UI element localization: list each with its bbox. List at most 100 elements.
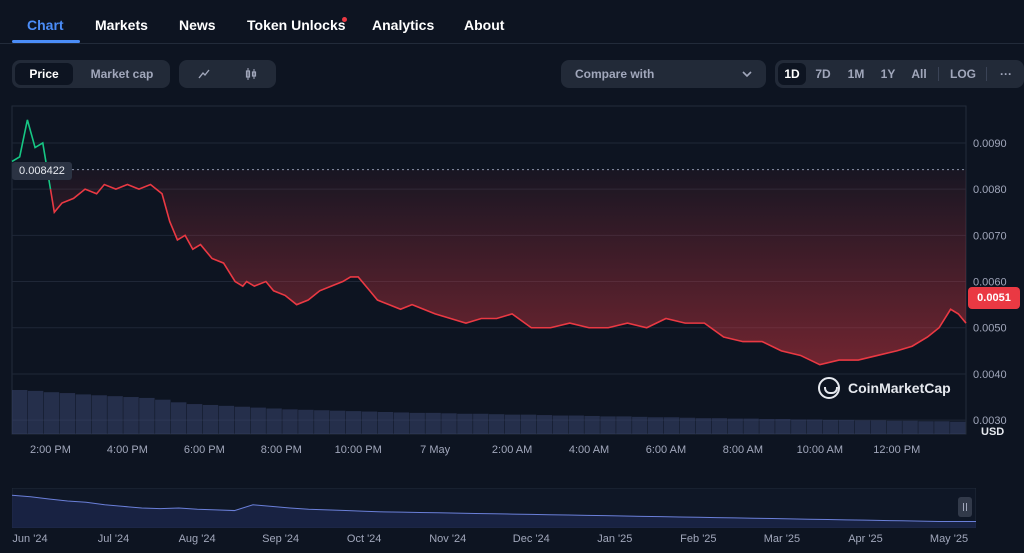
volume-bar (361, 411, 378, 434)
volume-bar (727, 418, 743, 434)
y-tick-label: 0.0040 (973, 369, 1007, 381)
volume-bar (266, 408, 282, 434)
range-log[interactable]: LOG (950, 67, 976, 81)
price-area (50, 169, 966, 365)
volume-bar (393, 412, 409, 434)
range-7d[interactable]: 7D (815, 67, 831, 81)
range-1m[interactable]: 1M (847, 67, 865, 81)
price-line (49, 183, 967, 366)
more-options-button[interactable]: ··· (1000, 67, 1012, 81)
volume-bar (934, 421, 950, 434)
tab-about[interactable]: About (464, 17, 505, 33)
volume-bar (27, 390, 44, 434)
x-tick-label: 12:00 PM (873, 444, 921, 456)
navigator-line (12, 494, 976, 522)
y-tick-label: 0.0070 (973, 230, 1007, 242)
volume-bar (186, 404, 203, 434)
candlestick-button[interactable] (229, 63, 273, 85)
volume-bar (822, 419, 839, 434)
volume-bar (171, 402, 187, 434)
tab-bar: Chart Markets News Token Unlocks Analyti… (0, 0, 1024, 44)
range-1y[interactable]: 1Y (880, 67, 896, 81)
x-tick-label: 4:00 PM (106, 444, 148, 456)
tab-markets[interactable]: Markets (95, 17, 148, 33)
time-range-selector: 1D 7D 1M 1Y All LOG ··· (775, 60, 1024, 88)
reference-price-label: 0.008422 (12, 162, 72, 180)
month-label: Sep '24 (262, 533, 300, 545)
market-cap-button[interactable]: Market cap (90, 67, 154, 81)
y-tick-label: 0.0050 (973, 323, 1007, 335)
compare-label: Compare with (575, 67, 655, 81)
x-tick-label: 6:00 PM (183, 444, 225, 456)
watermark: CoinMarketCap (818, 377, 951, 399)
volume-bar (139, 397, 155, 434)
candlestick-icon (245, 68, 257, 80)
volume-bar (107, 396, 123, 434)
navigator-handle[interactable] (958, 497, 972, 517)
currency-label: USD (981, 426, 1005, 438)
range-1d[interactable]: 1D (778, 63, 806, 85)
volume-bar (679, 417, 696, 434)
volume-bar (520, 414, 537, 434)
volume-bar (775, 419, 791, 434)
price-button[interactable]: Price (15, 63, 73, 85)
volume-bar (695, 418, 712, 434)
volume-bar (330, 410, 346, 434)
volume-bar (489, 414, 505, 434)
price-chart[interactable]: 0.0090 0.0080 0.0070 0.0060 0.0050 0.0040 0.00… (0, 100, 1024, 460)
range-all[interactable]: All (911, 67, 927, 81)
y-tick-label: 0.0030 (973, 415, 1007, 427)
line-chart-button[interactable] (182, 63, 226, 85)
volume-bar (886, 420, 902, 434)
tab-chart[interactable]: Chart (27, 17, 64, 33)
month-label: Mar '25 (763, 533, 801, 545)
navigator-area (12, 495, 976, 528)
current-price-badge: 0.0051 (968, 287, 1020, 309)
tab-analytics[interactable]: Analytics (372, 17, 435, 33)
divider (986, 67, 987, 81)
volume-bar (155, 399, 171, 434)
volume-bar (807, 419, 823, 434)
notification-dot (342, 17, 347, 22)
tab-token-unlocks[interactable]: Token Unlocks (247, 17, 346, 33)
range-navigator[interactable] (12, 488, 976, 528)
coinmarketcap-logo-icon (818, 377, 840, 399)
volume-bar (568, 415, 584, 434)
volume-bar (838, 419, 855, 434)
x-tick-label: 8:00 AM (722, 444, 764, 456)
y-tick-label: 0.0080 (973, 184, 1007, 196)
volume-bar (663, 417, 680, 434)
month-label: Apr '25 (848, 533, 883, 545)
volume-bar (425, 412, 441, 434)
volume-bar (234, 406, 250, 434)
x-tick-label: 2:00 PM (29, 444, 71, 456)
month-label: Dec '24 (512, 533, 550, 545)
x-tick-label: 7 May (420, 444, 451, 456)
volume-bar (950, 421, 966, 434)
volume-bar (441, 413, 457, 434)
volume-bars (12, 390, 966, 434)
volume-bar (282, 409, 298, 434)
volume-bar (218, 405, 235, 434)
month-label: Jul '24 (97, 533, 130, 545)
divider (938, 67, 939, 81)
volume-bar (648, 417, 664, 434)
volume-bar (552, 415, 568, 434)
x-tick-label: 2:00 AM (491, 444, 533, 456)
x-tick-label: 6:00 AM (645, 444, 687, 456)
month-label: Jun '24 (12, 533, 48, 545)
month-label: Aug '24 (178, 533, 216, 545)
month-label: Oct '24 (346, 533, 382, 545)
volume-bar (854, 420, 871, 434)
volume-bar (711, 418, 727, 434)
volume-bar (457, 413, 473, 434)
volume-bar (250, 407, 266, 434)
volume-bar (902, 420, 918, 434)
volume-bar (870, 420, 886, 434)
tab-news[interactable]: News (179, 17, 216, 33)
line-chart-icon (198, 69, 210, 79)
volume-bar (43, 392, 60, 434)
compare-dropdown[interactable]: Compare with (561, 60, 766, 88)
volume-bar (59, 393, 76, 434)
watermark-text: CoinMarketCap (848, 380, 951, 396)
